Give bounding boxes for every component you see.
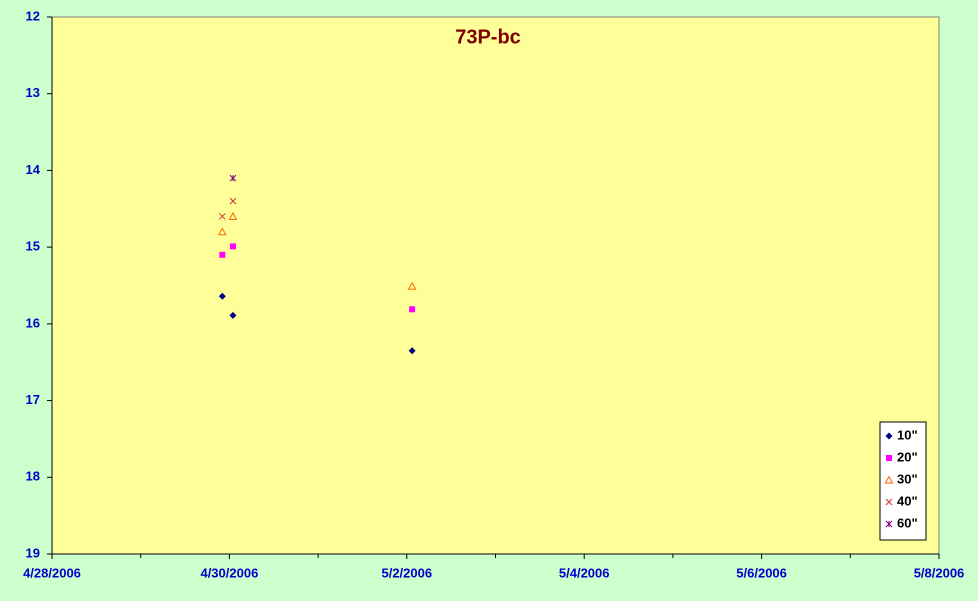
- y-tick-label: 19: [26, 545, 40, 560]
- point: [228, 211, 238, 220]
- chart-title: 73P-bc: [455, 26, 521, 48]
- marker-shape: [229, 174, 237, 182]
- point: [217, 227, 227, 236]
- y-tick-label: 18: [26, 469, 40, 484]
- legend-label: 60": [897, 515, 918, 530]
- point: [229, 174, 237, 182]
- marker-shape: [884, 475, 894, 484]
- marker-shape: [217, 227, 227, 236]
- y-tick-label: 12: [26, 8, 40, 23]
- point: [229, 311, 237, 319]
- marker-shape: [229, 311, 237, 319]
- legend-label: 30": [897, 471, 918, 486]
- legend-marker: [885, 432, 893, 440]
- marker-shape: [408, 347, 416, 355]
- y-tick-label: 15: [26, 239, 40, 254]
- point: [229, 243, 236, 250]
- y-tick-label: 16: [26, 315, 40, 330]
- marker-shape: [219, 251, 226, 258]
- y-tick-label: 14: [26, 162, 41, 177]
- point: [219, 251, 226, 258]
- marker-shape: [886, 455, 892, 461]
- legend-label: 40": [897, 493, 918, 508]
- y-tick-label: 13: [26, 85, 40, 100]
- legend-marker: [885, 498, 893, 506]
- x-tick-label: 5/6/2006: [736, 565, 787, 580]
- legend-label: 10": [897, 427, 918, 442]
- legend-marker: [885, 520, 893, 528]
- marker-shape: [229, 243, 236, 250]
- legend-marker: [886, 455, 892, 461]
- x-tick-label: 4/30/2006: [200, 565, 258, 580]
- point: [407, 281, 417, 290]
- legend-label: 20": [897, 449, 918, 464]
- marker-shape: [218, 292, 226, 300]
- legend-box: [879, 421, 927, 541]
- point: [409, 306, 416, 313]
- legend-marker: [884, 475, 894, 484]
- point: [408, 347, 416, 355]
- marker-shape: [885, 498, 893, 506]
- point: [218, 213, 226, 220]
- marker-shape: [218, 213, 226, 220]
- y-tick-label: 17: [26, 392, 40, 407]
- x-tick-label: 4/28/2006: [23, 565, 81, 580]
- point: [229, 197, 237, 205]
- marker-shape: [407, 281, 417, 290]
- marker-shape: [228, 211, 238, 220]
- point: [218, 292, 226, 300]
- plot-area: [51, 16, 940, 555]
- marker-shape: [885, 432, 893, 440]
- marker-shape: [229, 197, 237, 205]
- x-tick-label: 5/8/2006: [914, 565, 965, 580]
- x-tick-label: 5/2/2006: [381, 565, 432, 580]
- marker-shape: [409, 306, 416, 313]
- marker-shape: [885, 520, 893, 528]
- x-tick-label: 5/4/2006: [559, 565, 610, 580]
